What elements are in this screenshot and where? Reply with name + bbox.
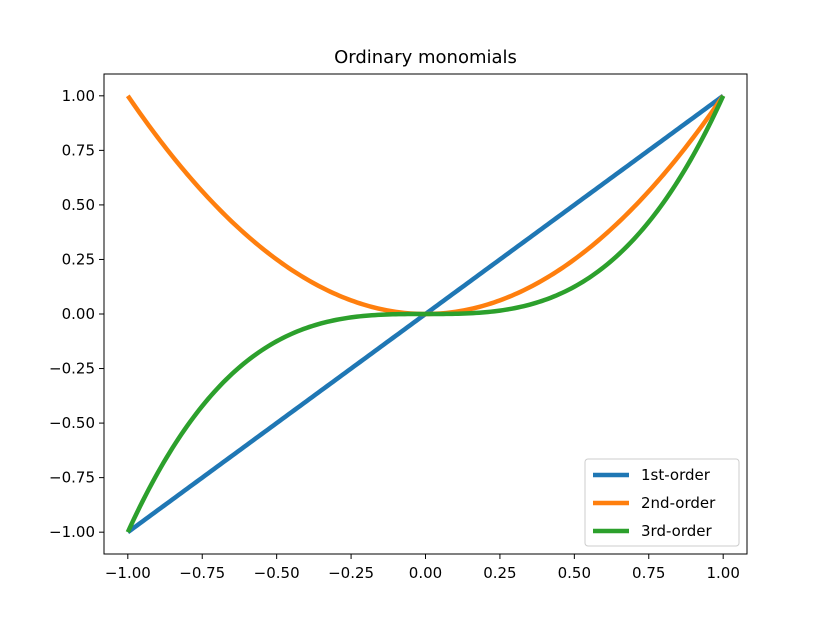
series-line-3rd-order <box>125 94 726 534</box>
y-tick-label: 0.00 <box>62 305 95 323</box>
y-tick-label: −0.25 <box>49 360 95 378</box>
x-tick-label: −0.50 <box>254 564 300 582</box>
y-tick-label: 1.00 <box>62 87 95 105</box>
legend-box <box>584 458 740 547</box>
x-tick-label: 0.00 <box>409 564 442 582</box>
legend: 1st-order 2nd-order 3rd-order <box>584 458 740 547</box>
legend-label: 3rd-order <box>641 522 712 540</box>
x-axis: −1.00 −0.75 −0.50 −0.25 0.00 0.25 0.50 0.75 1.00 <box>105 554 740 582</box>
y-tick-label: −0.75 <box>49 469 95 487</box>
y-tick-label: −0.50 <box>49 414 95 432</box>
x-tick-label: 0.75 <box>632 564 665 582</box>
legend-label: 1st-order <box>641 466 711 484</box>
x-tick-label: 0.25 <box>483 564 516 582</box>
x-tick-label: −1.00 <box>105 564 151 582</box>
series-line-2nd-order <box>125 94 726 317</box>
x-tick-label: 0.50 <box>558 564 591 582</box>
chart-title: Ordinary monomials <box>334 47 517 68</box>
y-axis: 1.00 0.75 0.50 0.25 0.00 −0.25 −0.50 −0.75 −1.00 <box>49 87 104 541</box>
y-tick-label: −1.00 <box>49 523 95 541</box>
y-tick-label: 0.75 <box>62 141 95 159</box>
x-tick-label: −0.25 <box>328 564 374 582</box>
legend-label: 2nd-order <box>641 494 716 512</box>
y-tick-label: 0.50 <box>62 196 95 214</box>
y-tick-label: 0.25 <box>62 250 95 268</box>
plot-lines <box>125 94 726 534</box>
x-tick-label: −0.75 <box>179 564 225 582</box>
x-tick-label: 1.00 <box>706 564 739 582</box>
